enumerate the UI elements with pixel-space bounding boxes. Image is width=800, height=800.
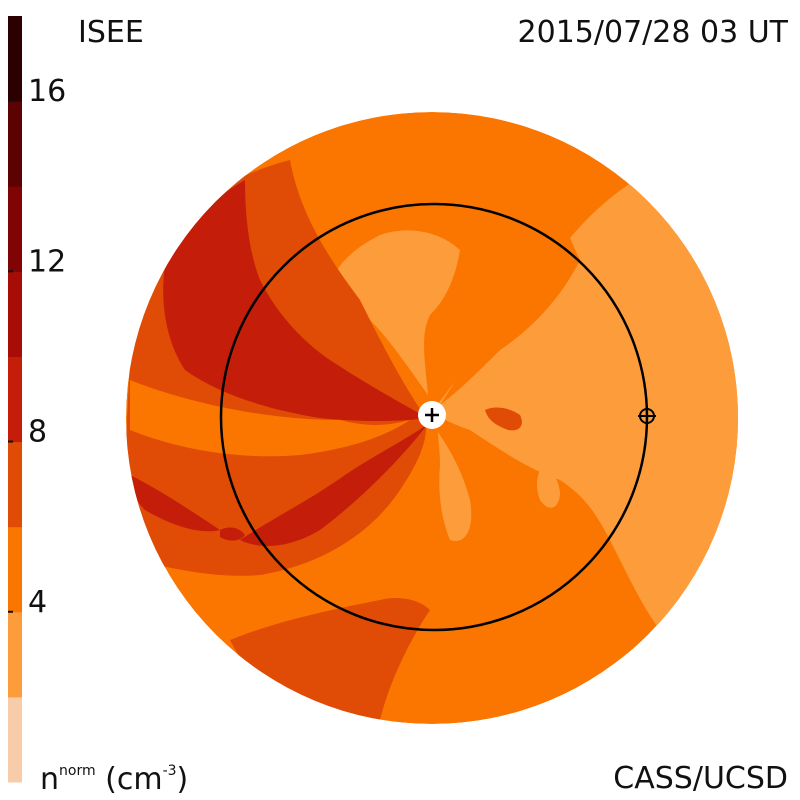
timestamp-label: 2015/07/28 03 UT bbox=[517, 15, 788, 50]
density-region-high bbox=[220, 527, 245, 541]
density-region-low bbox=[326, 230, 460, 395]
density-region-low bbox=[440, 140, 580, 405]
earth-marker bbox=[638, 407, 656, 425]
colorbar: 4 8 12 16 bbox=[8, 16, 66, 783]
colorbar-level-8 bbox=[8, 16, 22, 102]
colorbar-level-6 bbox=[8, 186, 22, 272]
density-region-mid bbox=[130, 380, 410, 457]
colorbar-tick-label: 12 bbox=[28, 244, 66, 279]
colorbar-level-2 bbox=[8, 526, 22, 613]
colorbar-tick-label: 16 bbox=[28, 74, 66, 109]
colorbar-level-1 bbox=[8, 611, 22, 698]
sun-marker bbox=[418, 401, 446, 429]
instrument-label: ISEE bbox=[78, 15, 144, 50]
colorbar-level-7 bbox=[8, 101, 22, 187]
density-region-low bbox=[432, 140, 738, 660]
density-region-high bbox=[240, 424, 428, 546]
density-region-low bbox=[620, 326, 738, 470]
colorbar-tick-label: 4 bbox=[28, 585, 47, 620]
colorbar-level-5 bbox=[8, 271, 22, 357]
colorbar-unit-label: nnorm (cm-3) bbox=[40, 762, 189, 797]
density-region-high bbox=[130, 475, 220, 532]
density-region-low bbox=[537, 469, 560, 508]
credit-label: CASS/UCSD bbox=[613, 761, 788, 796]
density-region-mid bbox=[485, 407, 522, 431]
density-region-low bbox=[438, 432, 472, 541]
colorbar-level-3 bbox=[8, 441, 22, 528]
colorbar-tick-label: 8 bbox=[28, 415, 47, 450]
colorbar-level-4 bbox=[8, 356, 22, 443]
colorbar-level-0 bbox=[8, 696, 22, 783]
